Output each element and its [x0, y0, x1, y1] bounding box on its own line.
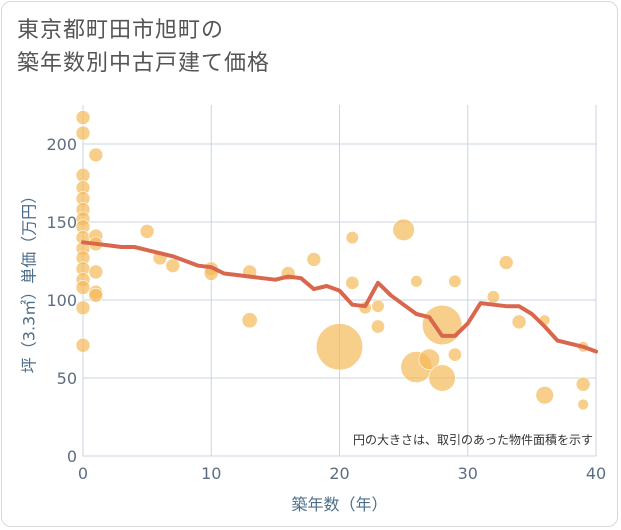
data-bubble — [315, 323, 364, 371]
y-tick-label: 100 — [46, 291, 77, 310]
data-bubble — [498, 255, 514, 270]
data-bubble — [577, 398, 589, 411]
x-tick-label: 40 — [586, 464, 606, 483]
bubble-size-note: 円の大きさは、取引のあった物件面積を示す — [353, 432, 593, 447]
x-tick-label: 10 — [201, 464, 221, 483]
data-bubble — [535, 386, 554, 405]
data-bubble — [371, 319, 385, 334]
chart-title: 東京都町田市旭町の 築年数別中古戸建て価格 — [17, 18, 271, 76]
data-bubble — [139, 224, 155, 239]
grid-lines — [82, 105, 597, 457]
data-bubble — [345, 231, 359, 245]
x-tick-label: 20 — [329, 464, 349, 483]
data-bubble — [371, 299, 385, 313]
data-bubble — [75, 337, 91, 353]
x-tick-label: 0 — [78, 464, 88, 483]
data-bubble — [75, 167, 91, 183]
data-bubble — [422, 304, 463, 346]
data-bubble — [418, 348, 440, 370]
y-tick-label: 200 — [46, 135, 77, 154]
data-bubble — [345, 275, 360, 290]
data-bubble — [165, 258, 181, 273]
y-tick-label: 0 — [67, 447, 77, 466]
data-bubble — [75, 280, 91, 295]
tick-labels: 0 50 100 150 200 0 10 20 30 40 — [46, 135, 606, 483]
trend-line — [81, 240, 598, 354]
data-bubble — [392, 218, 415, 241]
data-bubble — [88, 147, 104, 163]
data-bubble — [428, 364, 456, 392]
data-bubble — [447, 347, 462, 362]
data-bubble — [410, 275, 423, 288]
x-tick-label: 30 — [458, 464, 478, 483]
y-tick-label: 50 — [57, 369, 77, 388]
data-bubble — [75, 300, 91, 316]
data-bubble — [241, 312, 258, 329]
data-bubble — [575, 376, 591, 392]
data-bubble — [486, 290, 500, 304]
y-axis-title: 坪（3.3㎡）単価（万円） — [20, 188, 39, 373]
data-bubble — [88, 288, 104, 303]
data-bubble — [306, 252, 322, 267]
y-tick-label: 150 — [46, 213, 77, 232]
x-axis-title: 築年数（年） — [291, 495, 387, 514]
data-bubble — [75, 125, 91, 141]
data-bubble — [448, 274, 462, 288]
data-bubble — [88, 264, 104, 280]
data-bubble — [75, 110, 91, 125]
data-bubble — [511, 314, 527, 330]
